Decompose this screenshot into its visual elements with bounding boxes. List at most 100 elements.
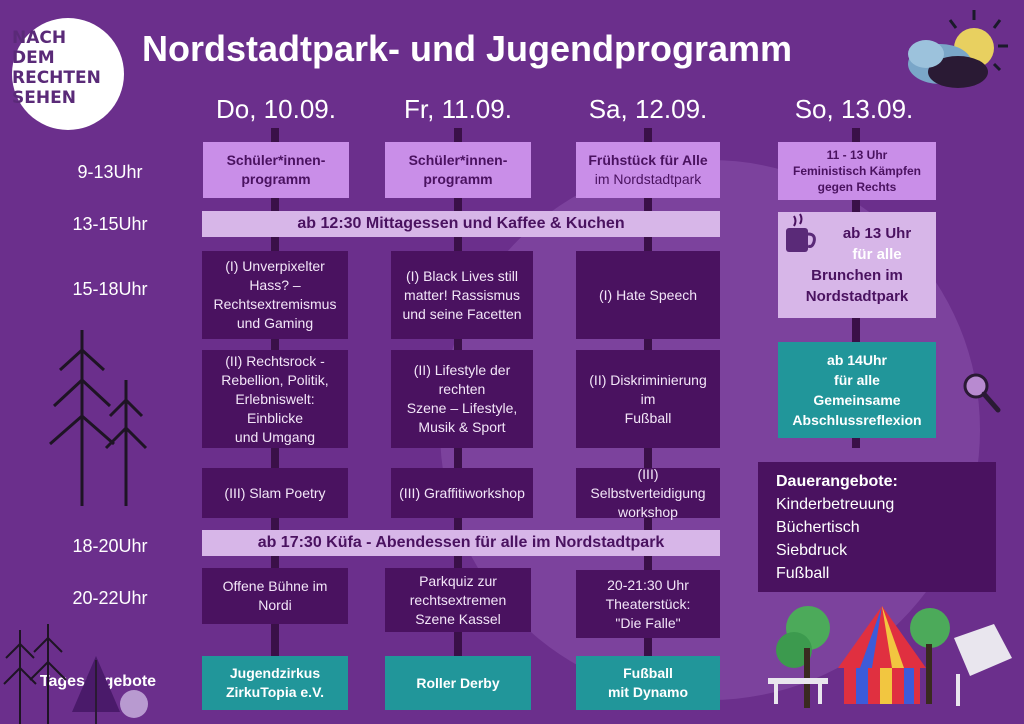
event-line: (I) Hate Speech: [598, 286, 698, 303]
event-line: workshop: [618, 503, 678, 520]
logo-text: NACH DEM RECHTEN SEHEN: [12, 28, 101, 108]
workshop-graffiti: (III) Graffitiworkshop: [391, 468, 533, 518]
event-line: ab 13 Uhr: [842, 225, 912, 242]
event-line: (II) Rechtsrock -: [225, 352, 325, 369]
day-header-saturday: Sa, 12.09.: [588, 94, 708, 124]
event-line: Szene – Lifestyle,: [406, 400, 518, 416]
event-line: rechtsextremen: [409, 591, 507, 608]
event-line: mit Dynamo: [607, 684, 689, 700]
event-line: Szene Kassel: [415, 610, 501, 627]
event-parkquiz: Parkquiz zur rechtsextremen Szene Kassel: [385, 568, 531, 632]
event-line: Musik & Sport: [418, 419, 506, 435]
event-line: Offene Bühne im: [222, 578, 328, 594]
event-line: und Umgang: [234, 428, 316, 445]
dauerangebote-item: Siebdruck: [776, 542, 848, 559]
workshop-hate-speech: (I) Hate Speech: [576, 251, 720, 339]
workshop-unverpixelter-hass: (I) Unverpixelter Hass? – Rechtsextremis…: [202, 251, 348, 339]
event-line: Rechtsextremismus: [213, 296, 337, 312]
day-header-sunday: So, 13.09.: [794, 94, 914, 124]
event-line: Erlebniswelt: Einblicke: [235, 390, 315, 426]
event-line: (III) Slam Poetry: [224, 484, 326, 501]
event-line: Jugendzirkus: [229, 665, 321, 681]
logo-line: SEHEN: [12, 88, 76, 108]
event-offene-buehne: Offene Bühne im Nordi: [202, 568, 348, 624]
tages-roller-derby: Roller Derby: [385, 656, 531, 710]
event-line: Theaterstück:: [605, 595, 691, 612]
workshop-lifestyle: (II) Lifestyle der rechten Szene – Lifes…: [391, 350, 533, 448]
tages-jugendzirkus: Jugendzirkus ZirkuTopia e.V.: [202, 656, 348, 710]
time-label: 20-22Uhr: [72, 588, 148, 608]
dauerangebote-item: Fußball: [776, 565, 830, 582]
event-line: Schüler*innen-: [226, 152, 326, 168]
workshop-rechtsrock: (II) Rechtsrock - Rebellion, Politik, Er…: [202, 350, 348, 448]
event-theaterstueck: 20-21:30 Uhr Theaterstück: "Die Falle": [576, 570, 720, 638]
event-abschlussreflexion: ab 14Uhr für alle Gemeinsame Abschlussre…: [778, 342, 936, 438]
event-line: (II) Lifestyle der: [413, 362, 511, 378]
logo-line: NACH: [12, 28, 67, 48]
dauerangebote-item: Büchertisch: [776, 519, 860, 536]
event-line: ab 14Uhr: [827, 352, 887, 368]
event-line: Rebellion, Politik,: [221, 371, 329, 388]
logo: [12, 18, 124, 130]
time-label: 18-20Uhr: [72, 536, 148, 556]
magnifier-icon: [963, 373, 1001, 413]
dauerangebote-item: Kinderbetreuung: [776, 496, 895, 513]
event-line: und seine Facetten: [402, 305, 522, 322]
event-line: Schüler*innen-: [408, 152, 508, 168]
event-line: Fußball: [623, 665, 673, 681]
event-line: und Gaming: [236, 315, 314, 331]
tree-icon: [49, 330, 148, 506]
circus-tent-icon: [768, 606, 1012, 708]
event-feministisch-so: 11 - 13 Uhr Feministisch Kämpfen gegen R…: [778, 142, 936, 200]
event-fruehstueck-sa: Frühstück für Alle im Nordstadtpark: [576, 142, 720, 198]
event-line: Frühstück für Alle: [588, 152, 708, 168]
tages-fussball-dynamo: Fußball mit Dynamo: [576, 656, 720, 710]
dauerangebote-title: Dauerangebote:: [776, 473, 898, 490]
event-line: für alle: [834, 372, 880, 388]
event-line: 20-21:30 Uhr: [607, 576, 689, 593]
lunch-band: ab 12:30 Mittagessen und Kaffee & Kuchen: [202, 211, 720, 237]
event-line: (I) Unverpixelter: [225, 258, 325, 274]
event-line: für alle: [852, 246, 902, 263]
event-line: Hass? –: [249, 277, 301, 293]
event-schuelerprogramm-fr: Schüler*innen- programm: [385, 142, 531, 198]
event-line: ZirkuTopia e.V.: [225, 684, 325, 700]
event-line: Nordi: [258, 597, 292, 613]
workshop-diskriminierung: (II) Diskriminierung im Fußball: [576, 350, 720, 448]
day-header-friday: Fr, 11.09.: [404, 94, 512, 124]
tree-icon: [3, 624, 148, 724]
event-line: Gemeinsame: [813, 392, 901, 408]
event-line: (III) Graffitiworkshop: [399, 484, 525, 501]
dinner-band: ab 17:30 Küfa - Abendessen für alle im N…: [202, 530, 720, 556]
event-line: gegen Rechts: [817, 180, 897, 194]
event-line: programm: [423, 171, 493, 187]
logo-line: RECHTEN: [12, 68, 101, 88]
event-line: Feministisch Kämpfen: [792, 164, 922, 178]
event-line: programm: [241, 171, 311, 187]
event-line: Brunchen im: [811, 267, 903, 284]
cup-icon: [786, 213, 816, 252]
event-line: (II) Diskriminierung im: [589, 371, 707, 407]
event-line: Roller Derby: [416, 674, 500, 691]
workshop-selbstverteidigung: (III) Selbstverteidigung workshop: [576, 465, 720, 520]
event-line: Abschlussreflexion: [792, 412, 922, 428]
event-line: Nordstadtpark: [805, 288, 909, 305]
event-line: (I) Black Lives still: [405, 267, 519, 284]
sun-cloud-icon: [908, 10, 1008, 88]
time-label: 9-13Uhr: [77, 162, 143, 182]
event-schuelerprogramm-do: Schüler*innen- programm: [203, 142, 349, 198]
day-header-thursday: Do, 10.09.: [216, 94, 336, 124]
time-label: 13-15Uhr: [72, 214, 148, 234]
page-title: Nordstadtpark- und Jugendprogramm: [142, 28, 793, 69]
workshop-black-lives-matter: (I) Black Lives still matter! Rassismus …: [391, 251, 533, 339]
event-line: rechten: [438, 381, 486, 397]
event-line: (III) Selbstverteidigung: [590, 465, 706, 501]
workshop-slam-poetry: (III) Slam Poetry: [202, 468, 348, 518]
event-line: Parkquiz zur: [419, 572, 497, 589]
event-line: 11 - 13 Uhr: [826, 148, 888, 162]
event-line: Fußball: [624, 409, 672, 426]
dauerangebote-box: Dauerangebote: Kinderbetreuung Büchertis…: [758, 462, 996, 592]
event-line: im Nordstadtpark: [594, 171, 702, 187]
time-label: 15-18Uhr: [72, 279, 148, 299]
event-line: "Die Falle": [615, 614, 681, 631]
